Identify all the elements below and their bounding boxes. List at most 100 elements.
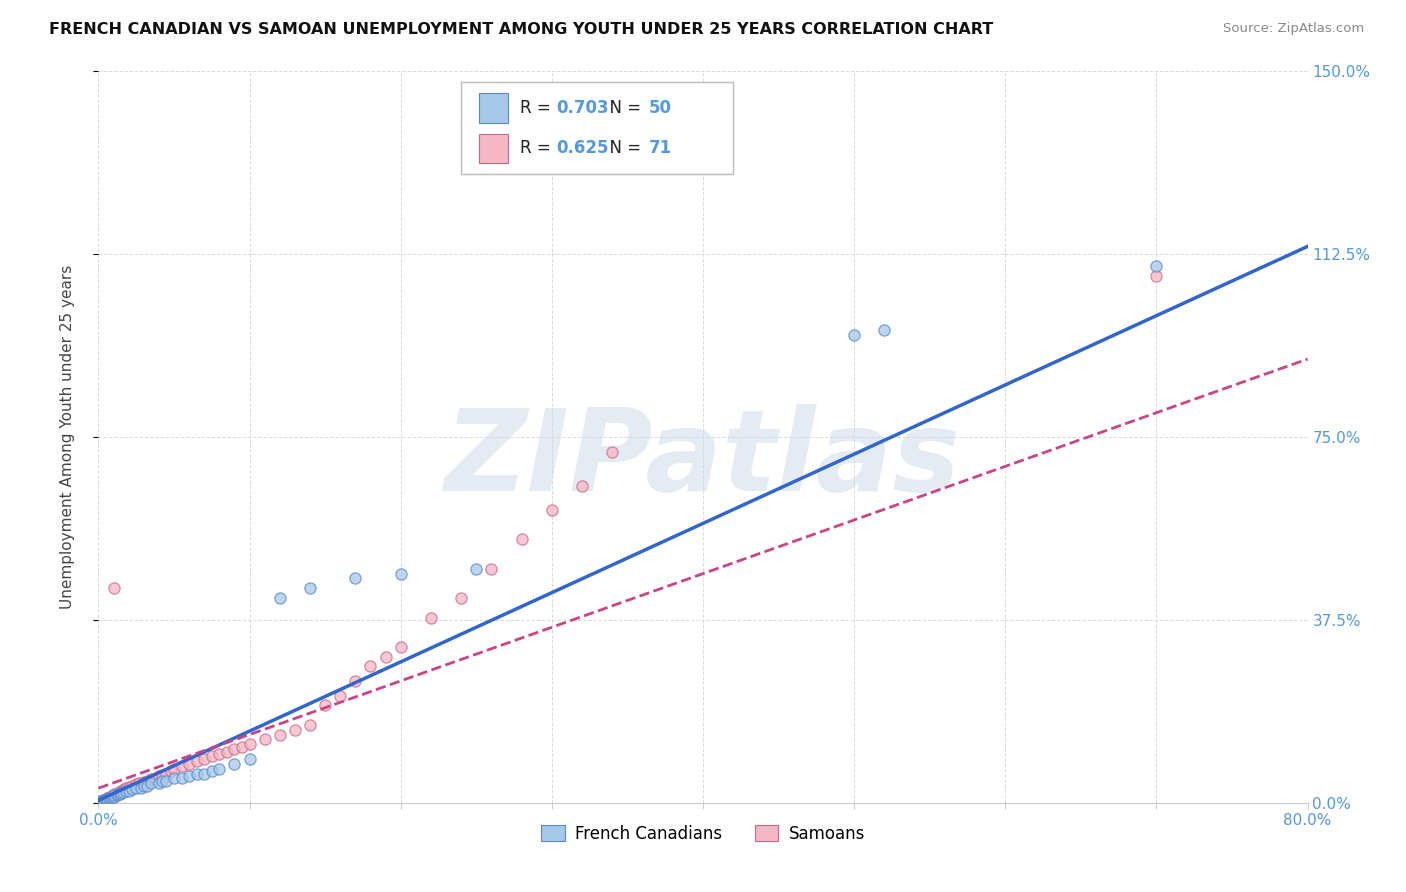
Point xyxy=(129,781,152,796)
Point xyxy=(96,791,118,805)
Point xyxy=(450,591,472,605)
Point xyxy=(91,793,114,807)
Point xyxy=(155,766,177,780)
Point xyxy=(284,723,307,737)
Point xyxy=(107,786,129,800)
Text: N =: N = xyxy=(599,139,651,157)
Point xyxy=(121,782,143,797)
Point xyxy=(215,745,238,759)
Point xyxy=(540,503,562,517)
Point xyxy=(344,572,367,586)
Point xyxy=(90,795,112,809)
Point xyxy=(571,479,593,493)
Point xyxy=(253,732,276,747)
Point xyxy=(96,792,118,806)
Point xyxy=(103,581,125,595)
Point xyxy=(389,640,412,654)
Point xyxy=(101,789,124,804)
Point xyxy=(105,787,128,801)
Point xyxy=(148,776,170,790)
Point xyxy=(1144,260,1167,274)
Point xyxy=(163,762,186,776)
Point xyxy=(103,789,125,804)
Point xyxy=(89,795,111,809)
Point xyxy=(94,793,117,807)
Point xyxy=(299,718,322,732)
Point xyxy=(299,581,322,595)
Point xyxy=(111,785,134,799)
Point xyxy=(98,789,121,804)
Point xyxy=(94,793,117,807)
Point xyxy=(103,789,125,803)
Point xyxy=(374,649,396,664)
Point xyxy=(344,673,367,688)
Point xyxy=(93,793,115,807)
Text: Source: ZipAtlas.com: Source: ZipAtlas.com xyxy=(1223,22,1364,36)
Point xyxy=(141,776,163,790)
Point xyxy=(329,689,352,703)
Point xyxy=(110,786,132,800)
Point xyxy=(98,791,121,805)
Text: 50: 50 xyxy=(648,99,672,117)
Point xyxy=(141,772,163,787)
Text: 0.625: 0.625 xyxy=(557,139,609,157)
Point xyxy=(114,783,136,797)
Point xyxy=(135,773,157,788)
Point xyxy=(90,794,112,808)
Point xyxy=(224,742,246,756)
Point xyxy=(93,794,115,808)
Point xyxy=(135,779,157,793)
Point xyxy=(239,737,262,751)
Point xyxy=(103,787,125,801)
Point xyxy=(150,767,173,781)
Point xyxy=(208,747,231,761)
Point xyxy=(160,764,183,778)
Point xyxy=(94,792,117,806)
Point xyxy=(94,793,117,807)
Point xyxy=(269,591,291,605)
Point xyxy=(114,781,136,796)
Point xyxy=(132,779,155,793)
Point xyxy=(111,783,134,797)
Point xyxy=(125,781,148,796)
Text: ZIPatlas: ZIPatlas xyxy=(444,403,962,515)
Point xyxy=(239,752,262,766)
FancyBboxPatch shape xyxy=(461,82,734,174)
Point xyxy=(91,794,114,808)
Point xyxy=(208,762,231,776)
Point xyxy=(145,772,167,786)
Point xyxy=(89,795,111,809)
Point xyxy=(91,794,114,808)
Point xyxy=(132,775,155,789)
Point xyxy=(118,780,141,795)
Text: R =: R = xyxy=(520,139,557,157)
Text: R =: R = xyxy=(520,99,557,117)
Point xyxy=(231,739,253,754)
Text: N =: N = xyxy=(599,99,647,117)
Point xyxy=(179,756,201,771)
Point xyxy=(128,776,150,790)
Point xyxy=(100,789,122,804)
Point xyxy=(510,533,533,547)
FancyBboxPatch shape xyxy=(479,134,509,163)
Point xyxy=(121,779,143,793)
Y-axis label: Unemployment Among Youth under 25 years: Unemployment Among Youth under 25 years xyxy=(60,265,75,609)
Point xyxy=(98,792,121,806)
Text: FRENCH CANADIAN VS SAMOAN UNEMPLOYMENT AMONG YOUTH UNDER 25 YEARS CORRELATION CH: FRENCH CANADIAN VS SAMOAN UNEMPLOYMENT A… xyxy=(49,22,994,37)
Point xyxy=(90,794,112,808)
Point xyxy=(112,782,135,797)
Point xyxy=(170,759,193,773)
Text: 0.703: 0.703 xyxy=(557,99,609,117)
Point xyxy=(96,792,118,806)
Point xyxy=(155,773,177,788)
Point xyxy=(420,610,443,624)
Point xyxy=(150,773,173,788)
Point xyxy=(105,789,128,803)
Point xyxy=(90,795,112,809)
Point xyxy=(91,794,114,808)
Point xyxy=(89,795,111,809)
Point xyxy=(170,772,193,786)
Point xyxy=(108,785,131,799)
Point xyxy=(125,777,148,791)
Point xyxy=(91,794,114,808)
